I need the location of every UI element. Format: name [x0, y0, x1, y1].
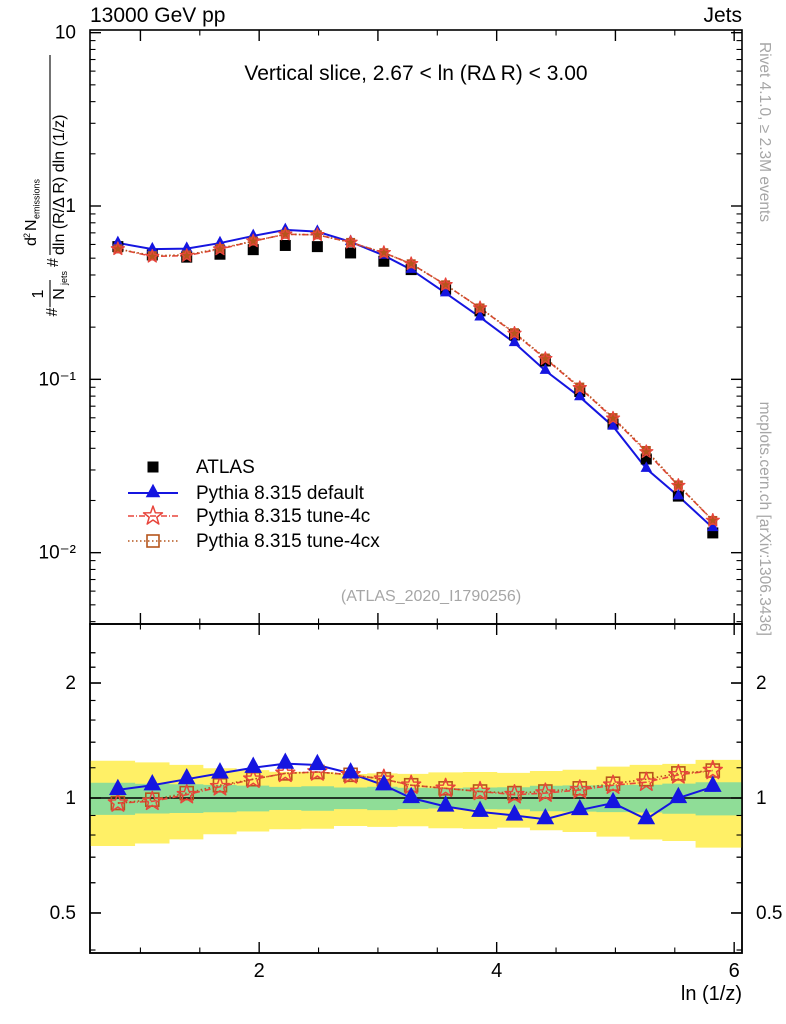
svg-text:10⁻²: 10⁻² — [39, 543, 77, 564]
svg-text:ln (1/z): ln (1/z) — [681, 983, 742, 1005]
svg-text:(ATLAS_2020_I1790256): (ATLAS_2020_I1790256) — [341, 588, 521, 605]
svg-text:Jets: Jets — [703, 4, 742, 27]
svg-text:6: 6 — [729, 960, 740, 982]
svg-text:Vertical slice, 2.67 < ln (RΔ: Vertical slice, 2.67 < ln (RΔ R) < 3.00 — [244, 62, 587, 85]
svg-text:Pythia 8.315 default: Pythia 8.315 default — [196, 483, 365, 504]
svg-text:0.5: 0.5 — [50, 903, 76, 924]
svg-text:ATLAS: ATLAS — [196, 457, 255, 478]
svg-text:mcplots.cern.ch [arXiv:1306.34: mcplots.cern.ch [arXiv:1306.3436] — [756, 402, 773, 636]
svg-text:2: 2 — [254, 960, 265, 982]
svg-text:Pythia 8.315 tune-4cx: Pythia 8.315 tune-4cx — [196, 531, 380, 552]
svg-text:10⁻¹: 10⁻¹ — [39, 369, 77, 390]
svg-text:Rivet 4.1.0, ≥ 2.3M events: Rivet 4.1.0, ≥ 2.3M events — [756, 42, 773, 222]
svg-text:4: 4 — [491, 960, 502, 982]
svg-text:1: 1 — [756, 788, 767, 809]
svg-text:10: 10 — [55, 23, 76, 44]
svg-text:13000 GeV pp: 13000 GeV pp — [90, 4, 225, 27]
svg-text:1: 1 — [65, 788, 76, 809]
svg-text:2: 2 — [756, 673, 767, 694]
svg-text:0.5: 0.5 — [756, 903, 782, 924]
svg-text:Pythia 8.315 tune-4c: Pythia 8.315 tune-4c — [196, 506, 370, 527]
svg-text:2: 2 — [65, 673, 76, 694]
